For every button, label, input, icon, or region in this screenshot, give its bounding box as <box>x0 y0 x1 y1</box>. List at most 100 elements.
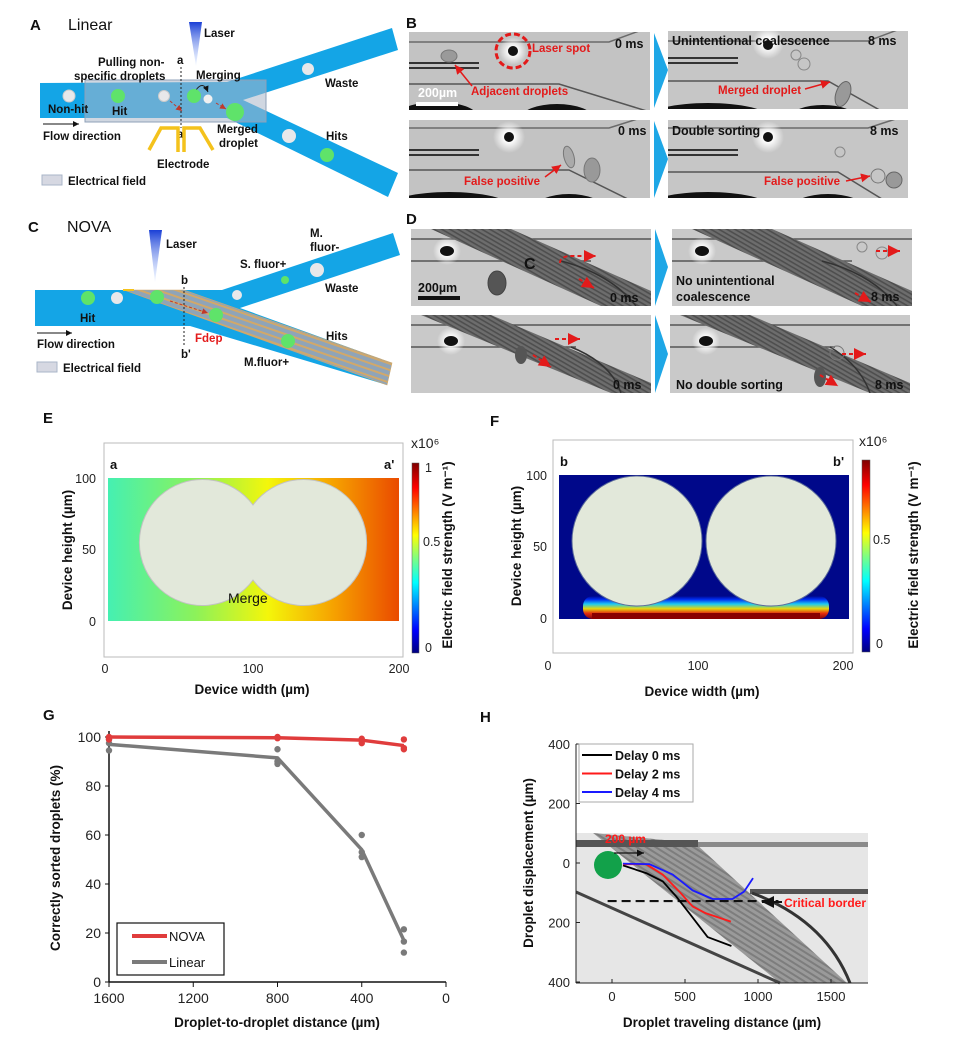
x-tick-label: 400 <box>350 990 374 1006</box>
merged-droplet-shape <box>138 479 368 606</box>
legend-swatch <box>41 174 63 186</box>
colorbar-tick: 0 <box>876 637 883 651</box>
panel-title: NOVA <box>67 219 111 236</box>
channel-image <box>575 833 868 985</box>
chevron-right-icon <box>655 315 668 393</box>
y-axis-label: Droplet displacement (µm) <box>521 778 536 948</box>
laser-spot-marker <box>494 32 532 70</box>
micrograph <box>668 120 908 198</box>
annotation-arrow <box>845 173 871 183</box>
critical-label: Critical border <box>784 896 866 910</box>
droplet-waste <box>302 63 314 75</box>
merging-label: Merging <box>196 70 241 82</box>
micrograph <box>409 32 650 110</box>
panel-c: C NOVA Laser b b' Fdep Hit Flow directio… <box>28 219 400 386</box>
colorbar-multiplier: x10⁶ <box>859 433 887 449</box>
cut-label: a' <box>384 457 394 472</box>
panel-letter: C <box>28 219 39 236</box>
panel-title: Linear <box>68 17 113 34</box>
hit-label: Hit <box>80 313 96 325</box>
droplet-hit <box>187 89 201 103</box>
y-tick-label: 200 <box>548 797 570 812</box>
y-tick-label: 100 <box>526 469 547 483</box>
colorbar-label: Electric field strength (V m⁻¹) <box>906 461 921 648</box>
x-tick-label: 100 <box>243 662 264 676</box>
time-label: 8 ms <box>870 124 899 138</box>
data-point-linear <box>358 831 365 839</box>
legend-label: NOVA <box>169 929 205 944</box>
false-positive-label: False positive <box>764 176 840 188</box>
y-tick-label: 0 <box>540 612 547 626</box>
droplet-non-hit <box>310 263 324 277</box>
droplet-hit <box>81 291 95 305</box>
x-tick-label: 500 <box>674 989 696 1004</box>
legend-label: Electrical field <box>63 363 141 375</box>
mfluor-minus-label: fluor- <box>310 242 340 254</box>
flow-label: Flow direction <box>43 131 121 143</box>
x-axis-label: Droplet-to-droplet distance (µm) <box>174 1015 380 1030</box>
colorbar-tick: 1 <box>425 461 432 475</box>
merged-label: droplet <box>219 138 258 150</box>
panel-b: B Laser spot 0 ms Adjacent droplets 200µ… <box>406 15 908 198</box>
time-label: 8 ms <box>875 378 904 392</box>
event-label: Unintentional coalescence <box>672 34 830 48</box>
cut-label: b' <box>181 349 191 361</box>
x-tick-label: 1500 <box>817 989 846 1004</box>
x-tick-label: 200 <box>389 662 410 676</box>
y-tick-label: 50 <box>533 540 547 554</box>
waste-label: Waste <box>325 283 358 295</box>
x-tick-label: 0 <box>608 989 615 1004</box>
c-mark: C <box>524 256 536 273</box>
colorbar-tick: 0.5 <box>873 533 890 547</box>
y-tick-label: 400 <box>548 975 570 990</box>
droplet-hit <box>320 148 334 162</box>
chevron-right-icon <box>654 33 668 108</box>
merged-label: Merged <box>217 124 258 136</box>
event-label: Double sorting <box>672 124 760 138</box>
x-tick-label: 100 <box>688 659 709 673</box>
legend-label: Delay 4 ms <box>615 786 680 800</box>
panel-a: A Linear Laser Pulling non- specific dro… <box>30 17 398 197</box>
electrode-label: Electrode <box>157 159 209 171</box>
micrograph <box>409 120 650 198</box>
x-axis-label: Device width (µm) <box>644 684 759 699</box>
y-tick-label: 0 <box>563 856 570 871</box>
time-label: 0 ms <box>610 291 639 305</box>
y-tick-label: 20 <box>85 925 101 941</box>
x-tick-label: 0 <box>545 659 552 673</box>
droplet-non-hit <box>158 90 170 102</box>
false-positive-label: False positive <box>464 176 540 188</box>
time-label: 0 ms <box>618 124 647 138</box>
flow-label: Flow direction <box>37 339 115 351</box>
adjacent-label: Adjacent droplets <box>471 86 568 98</box>
droplet-hit <box>209 308 223 322</box>
panel-letter: E <box>43 410 53 427</box>
electrode-icon <box>147 126 215 152</box>
cut-label: a <box>110 457 118 472</box>
pull-arrow <box>169 100 183 112</box>
laser-icon <box>189 22 202 66</box>
data-point-nova <box>400 736 408 743</box>
merge-label: Merge <box>228 590 268 606</box>
micrograph <box>672 229 912 306</box>
micrograph <box>668 31 908 109</box>
panel-e: E Merge a a' 100 50 0 0 100 200 Device w… <box>43 410 455 697</box>
x-axis-label: Device width (µm) <box>194 682 309 697</box>
droplet-waste <box>282 129 296 143</box>
event-label: No unintentional <box>676 274 775 288</box>
colorbar-label: Electric field strength (V m⁻¹) <box>440 461 455 648</box>
legend-label: Delay 0 ms <box>615 749 680 763</box>
merged-label: Merged droplet <box>718 85 801 97</box>
waste-label: Waste <box>325 78 358 90</box>
x-tick-label: 1600 <box>93 990 124 1006</box>
series-line-linear <box>108 742 406 942</box>
trajectory-arrow <box>819 374 839 387</box>
field-hotspot <box>592 613 820 619</box>
legend <box>116 922 225 976</box>
y-tick-label: 60 <box>85 827 101 843</box>
electrical-field-region <box>123 289 393 386</box>
panel-letter: F <box>490 413 499 430</box>
micrograph <box>411 229 651 306</box>
y-tick-label: 50 <box>82 543 96 557</box>
